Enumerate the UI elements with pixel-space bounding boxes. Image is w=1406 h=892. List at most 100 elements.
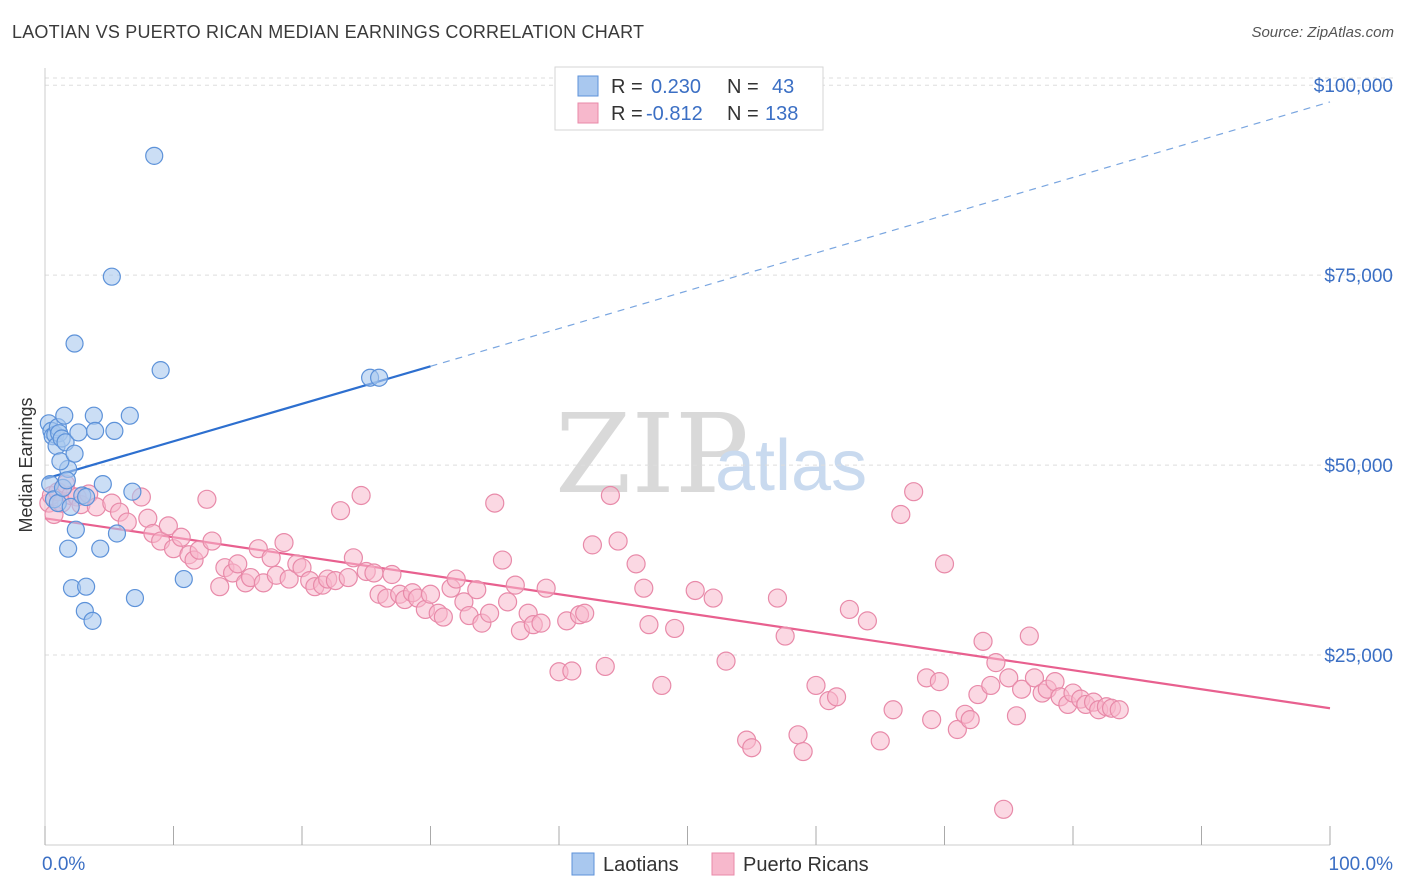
data-point-puerto-ricans <box>929 672 949 692</box>
data-point-puerto-ricans <box>1109 700 1129 720</box>
data-point-puerto-ricans <box>1006 706 1027 726</box>
data-point-puerto-ricans <box>608 531 628 551</box>
data-point-puerto-ricans <box>531 613 551 633</box>
data-point-puerto-ricans <box>839 599 860 620</box>
data-point-puerto-ricans <box>228 554 248 574</box>
data-point-laotians <box>61 497 80 516</box>
legend-r-label-2: R = <box>611 103 643 125</box>
data-point-laotians <box>102 267 121 286</box>
data-point-puerto-ricans <box>433 607 453 627</box>
trend-line-laotians-extension <box>430 101 1331 367</box>
data-point-puerto-ricans <box>498 592 518 612</box>
data-point-puerto-ricans <box>595 656 615 677</box>
legend-swatch-puerto-ricans <box>577 102 599 124</box>
data-point-puerto-ricans <box>274 532 294 553</box>
data-point-puerto-ricans <box>883 700 903 720</box>
data-point-puerto-ricans <box>775 626 795 646</box>
data-point-laotians <box>59 539 78 558</box>
data-point-puerto-ricans <box>1011 679 1032 699</box>
data-point-puerto-ricans <box>351 485 371 506</box>
y-axis-label: Median Earnings <box>16 397 36 532</box>
data-point-puerto-ricans <box>960 710 980 730</box>
data-point-puerto-ricans <box>600 485 621 506</box>
data-point-puerto-ricans <box>652 675 672 696</box>
data-point-puerto-ricans <box>857 611 878 631</box>
data-point-puerto-ricans <box>197 489 217 509</box>
data-point-puerto-ricans <box>171 527 191 547</box>
data-point-laotians <box>57 471 76 490</box>
data-point-puerto-ricans <box>505 575 525 595</box>
data-point-puerto-ricans <box>467 580 487 600</box>
watermark-atlas: atlas <box>715 426 867 506</box>
bottom-legend-puerto-ricans: Puerto Ricans <box>743 854 869 876</box>
data-point-puerto-ricans <box>685 580 705 601</box>
data-point-laotians <box>151 361 170 380</box>
trend-line-puerto-ricans <box>44 517 1331 710</box>
data-point-laotians <box>120 406 139 425</box>
data-point-puerto-ricans <box>575 603 595 623</box>
data-point-laotians <box>370 368 389 387</box>
data-point-puerto-ricans <box>994 799 1014 819</box>
chart-title: LAOTIAN VS PUERTO RICAN MEDIAN EARNINGS … <box>12 22 645 42</box>
data-point-laotians <box>77 487 96 507</box>
legend-r-value-2: -0.812 <box>646 103 703 125</box>
chart-source: Source: ZipAtlas.com <box>1251 24 1394 41</box>
legend-n-value-1: 43 <box>772 76 794 98</box>
data-point-laotians <box>65 334 84 353</box>
data-point-puerto-ricans <box>446 569 466 589</box>
data-point-puerto-ricans <box>793 741 813 762</box>
data-point-puerto-ricans <box>947 719 967 740</box>
data-point-puerto-ricans <box>806 675 826 696</box>
legend-n-label-2: N = <box>727 103 759 125</box>
legend-n-label-1: N = <box>727 76 759 98</box>
data-point-puerto-ricans <box>1024 668 1045 688</box>
x-tick-label: 100.0% <box>1329 854 1394 875</box>
data-point-puerto-ricans <box>202 531 222 551</box>
data-point-laotians <box>77 577 96 596</box>
legend-r-value-1: 0.230 <box>651 76 701 98</box>
legend-swatch-laotians <box>577 75 599 97</box>
bottom-legend-laotians: Laotians <box>603 854 679 876</box>
watermark-zip: ZIP <box>555 390 749 518</box>
data-point-puerto-ricans <box>767 588 788 608</box>
y-tick-label: $100,000 <box>1314 76 1393 97</box>
x-tick-label: 0.0% <box>42 854 85 875</box>
data-point-laotians <box>123 482 142 501</box>
legend-n-value-2: 138 <box>765 103 798 125</box>
data-point-puerto-ricans <box>788 725 808 745</box>
data-point-puerto-ricans <box>210 577 230 597</box>
data-point-laotians <box>145 146 164 165</box>
data-point-puerto-ricans <box>716 651 736 671</box>
data-point-laotians <box>174 569 193 589</box>
data-point-puerto-ricans <box>562 661 582 681</box>
data-point-puerto-ricans <box>870 731 890 751</box>
data-point-laotians <box>125 588 145 608</box>
legend-r-label-1: R = <box>611 76 643 98</box>
data-point-laotians <box>69 423 88 442</box>
bottom-legend-swatch-laotians <box>571 852 595 876</box>
data-point-puerto-ricans <box>420 584 441 604</box>
correlation-legend: R = 0.230 N = 43 R = -0.812 N = 138 <box>554 66 824 131</box>
series-legend: Laotians Puerto Ricans <box>571 852 869 876</box>
data-point-puerto-ricans <box>922 710 942 730</box>
data-point-puerto-ricans <box>485 493 505 513</box>
data-point-puerto-ricans <box>986 653 1006 673</box>
axes <box>44 68 1331 846</box>
data-point-puerto-ricans <box>904 482 924 502</box>
data-point-laotians <box>83 611 102 630</box>
data-point-laotians <box>86 421 105 441</box>
data-point-laotians <box>91 539 110 558</box>
data-point-puerto-ricans <box>634 578 654 598</box>
data-point-puerto-ricans <box>934 554 955 574</box>
data-point-puerto-ricans <box>480 603 500 623</box>
y-tick-label: $25,000 <box>1324 646 1393 667</box>
data-point-puerto-ricans <box>639 615 659 635</box>
data-point-puerto-ricans <box>492 550 513 570</box>
data-point-puerto-ricans <box>582 535 603 555</box>
bottom-legend-swatch-puerto-ricans <box>711 852 735 876</box>
data-point-laotians <box>51 452 70 471</box>
data-point-laotians <box>55 406 74 425</box>
data-point-laotians <box>65 444 84 463</box>
data-point-laotians <box>93 474 112 494</box>
data-point-puerto-ricans <box>826 687 847 707</box>
